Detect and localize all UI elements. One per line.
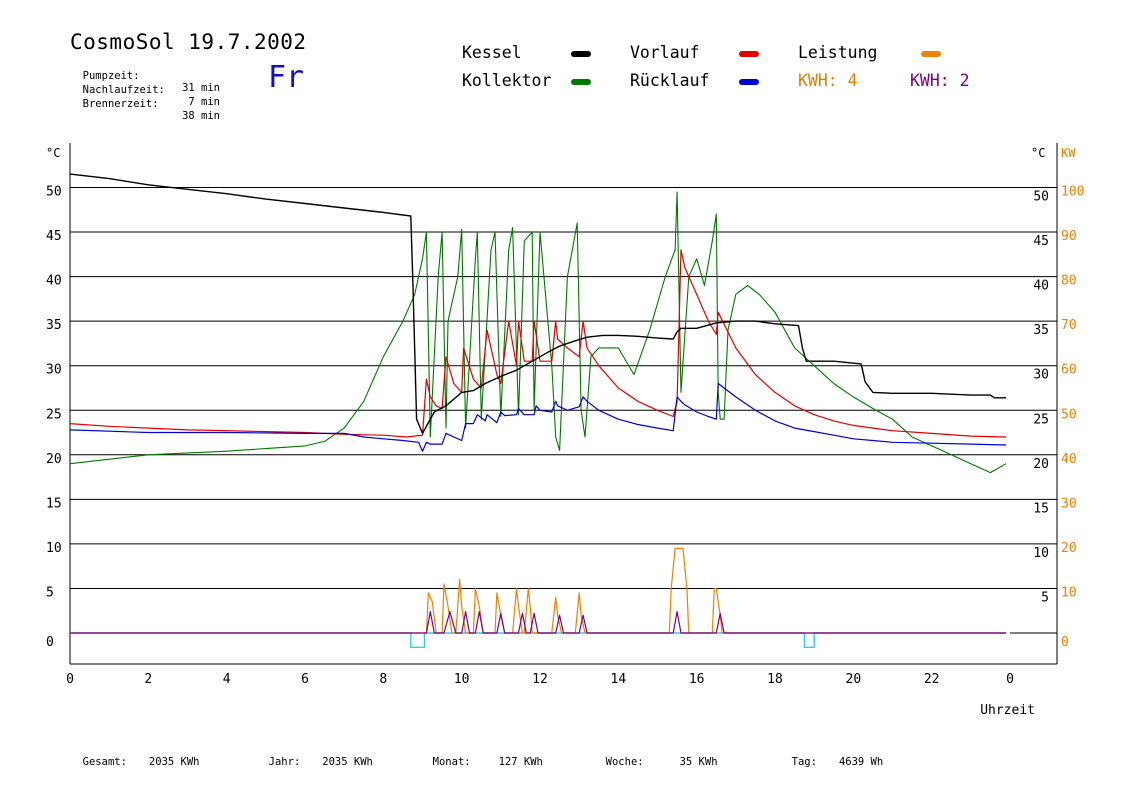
pumpzeit-row: Pumpzeit: 31 min — [70, 58, 220, 94]
x-tick-10: 20 — [846, 672, 862, 687]
legend-kessel-swatch — [571, 51, 591, 57]
legend-kwh-purple: KWH: 2 — [910, 71, 970, 90]
y-tick-kw-70: 70 — [1061, 318, 1077, 333]
pumpzeit-label: Pumpzeit: — [82, 70, 140, 82]
footer-tag-label: Tag: — [791, 756, 817, 768]
nachlaufzeit-row: Nachlaufzeit: 7 min — [70, 72, 220, 108]
y-tick-right-10: 10 — [1033, 546, 1049, 561]
footer-gesamt: Gesamt: 2035 KWh — [70, 744, 200, 768]
legend-kwh-orange: KWH: 4 — [798, 71, 858, 90]
y-tick-kw-90: 90 — [1061, 229, 1077, 244]
footer-monat-value: 127 KWh — [498, 756, 543, 768]
y-tick-left-25: 25 — [46, 407, 62, 422]
y-tick-right-35: 35 — [1033, 323, 1049, 338]
y-tick-kw-30: 30 — [1061, 496, 1077, 511]
y-tick-right-30: 30 — [1033, 368, 1049, 383]
series-pumpe-line — [70, 632, 1007, 648]
legend-kollektor-label: Kollektor — [462, 71, 552, 90]
y-tick-right-50: 50 — [1033, 190, 1049, 205]
y-tick-right-40: 40 — [1033, 279, 1049, 294]
nachlaufzeit-value: 7 min — [188, 96, 220, 108]
footer-woche-label: Woche: — [605, 756, 644, 768]
x-tick-3: 6 — [301, 672, 309, 687]
x-tick-6: 12 — [532, 672, 548, 687]
footer-jahr-label: Jahr: — [268, 756, 301, 768]
y-tick-right-45: 45 — [1033, 234, 1049, 249]
footer-woche-value: 35 KWh — [679, 756, 718, 768]
legend-leistung-swatch — [921, 51, 941, 57]
footer-tag-value: 4639 Wh — [838, 756, 884, 768]
series-kessel-line — [69, 173, 1007, 435]
brennerzeit-label: Brennerzeit: — [82, 98, 159, 110]
x-tick-9: 18 — [767, 672, 783, 687]
weekday-label: Fr — [268, 60, 305, 95]
legend-kessel-label: Kessel — [462, 43, 522, 62]
x-tick-5: 10 — [454, 672, 470, 687]
legend-leistung-label: Leistung — [798, 43, 878, 62]
legend-ruecklauf-swatch — [739, 79, 759, 85]
footer-monat-label: Monat: — [432, 756, 471, 768]
y-tick-left-35: 35 — [46, 318, 62, 333]
y-tick-kw-100: 100 — [1061, 185, 1084, 200]
x-tick-12: 0 — [1006, 672, 1014, 687]
footer-jahr-value: 2035 KWh — [322, 756, 373, 768]
y-tick-left-10: 10 — [46, 541, 62, 556]
y-tick-kw-60: 60 — [1061, 363, 1077, 378]
y-tick-left-40: 40 — [46, 274, 62, 289]
series-ruecklauf-line — [69, 382, 1007, 452]
y-tick-left-30: 30 — [46, 363, 62, 378]
x-tick-0: 0 — [66, 672, 74, 687]
x-tick-1: 2 — [144, 672, 152, 687]
y-tick-left-5: 5 — [46, 585, 54, 600]
x-axis-label: Uhrzeit — [980, 703, 1035, 718]
y-tick-kw-10: 10 — [1061, 585, 1077, 600]
footer-gesamt-value: 2035 KWh — [148, 756, 200, 768]
legend-kollektor-swatch — [571, 79, 591, 85]
brennerzeit-row: Brennerzeit: 38 min — [70, 86, 220, 122]
y-tick-left-15: 15 — [46, 496, 62, 511]
x-tick-4: 8 — [379, 672, 387, 687]
y-tick-left-0: 0 — [46, 635, 54, 650]
y-tick-right-5: 5 — [1041, 590, 1049, 605]
y-tick-kw-40: 40 — [1061, 452, 1077, 467]
x-tick-7: 14 — [611, 672, 627, 687]
y-tick-right-15: 15 — [1033, 501, 1049, 516]
series-vorlauf-line — [69, 249, 1007, 438]
y-tick-left-45: 45 — [46, 229, 62, 244]
legend-vorlauf-swatch — [739, 51, 759, 57]
y-tick-kw-0: 0 — [1061, 635, 1069, 650]
brennerzeit-value: 38 min — [182, 110, 220, 122]
nachlaufzeit-label: Nachlaufzeit: — [82, 84, 165, 96]
pumpzeit-value: 31 min — [182, 82, 220, 94]
series-kollektor-line — [69, 191, 1007, 474]
y-tick-left-20: 20 — [46, 452, 62, 467]
footer-woche: Woche: 35 KWh — [593, 744, 718, 768]
chart-title: CosmoSol 19.7.2002 — [70, 30, 307, 54]
series-leistung-line — [70, 547, 1007, 634]
footer-gesamt-label: Gesamt: — [82, 756, 127, 768]
y-tick-right-25: 25 — [1033, 412, 1049, 427]
x-tick-2: 4 — [223, 672, 231, 687]
footer-monat: Monat: 127 KWh — [420, 744, 543, 768]
footer-tag: Tag: 4639 Wh — [779, 744, 884, 768]
y-axis-unit-kw: KW — [1061, 146, 1076, 160]
legend-vorlauf-label: Vorlauf — [630, 43, 700, 62]
series-kwh-line — [70, 610, 1007, 634]
y-tick-kw-20: 20 — [1061, 541, 1077, 556]
legend-ruecklauf-label: Rücklauf — [630, 71, 710, 90]
y-tick-kw-80: 80 — [1061, 274, 1077, 289]
y-tick-kw-50: 50 — [1061, 407, 1077, 422]
y-tick-left-50: 50 — [46, 185, 62, 200]
x-tick-8: 16 — [689, 672, 705, 687]
footer-jahr: Jahr: 2035 KWh — [256, 744, 373, 768]
x-tick-11: 22 — [924, 672, 940, 687]
y-tick-right-20: 20 — [1033, 457, 1049, 472]
y-axis-unit-left: °C — [46, 146, 60, 160]
y-axis-unit-right: °C — [1031, 146, 1045, 160]
